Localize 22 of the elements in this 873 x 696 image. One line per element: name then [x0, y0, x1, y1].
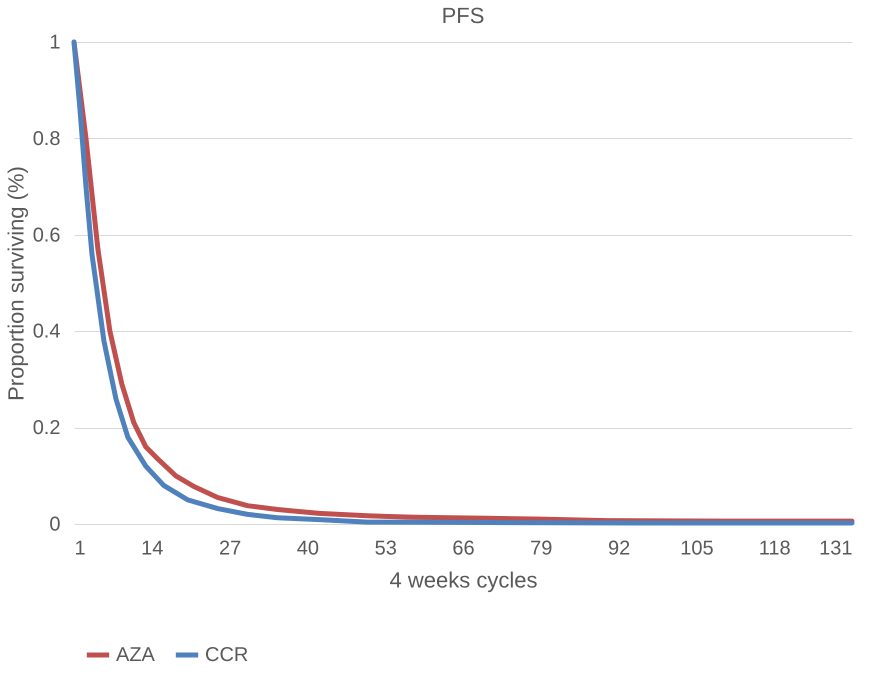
x-tick-label: 105 [680, 538, 714, 560]
x-tick-label: 66 [452, 538, 475, 560]
x-tick-label: 27 [218, 538, 242, 560]
x-tick-label: 118 [758, 538, 791, 560]
y-axis-title: Proportion surviving (%) [4, 166, 29, 401]
x-axis-title: 4 weeks cycles [390, 568, 538, 592]
y-tick-label: 0.2 [32, 417, 60, 440]
legend-label: AZA [116, 644, 156, 666]
chart-title: PFS [442, 3, 484, 28]
x-tick-label: 40 [296, 538, 320, 560]
y-tick-label: 0.4 [32, 320, 60, 343]
y-tick-label: 0.8 [32, 128, 60, 150]
x-tick-label: 1 [74, 538, 86, 560]
legend-label: CCR [205, 644, 248, 666]
x-tick-label: 131 [819, 538, 852, 560]
y-tick-label: 1 [49, 32, 60, 54]
x-tick-label: 53 [374, 538, 397, 560]
x-tick-label: 92 [608, 538, 630, 560]
x-tick-label: 14 [141, 538, 164, 560]
x-tick-label: 79 [530, 538, 552, 560]
y-tick-label: 0 [49, 514, 60, 536]
y-tick-label: 0.6 [32, 224, 60, 246]
